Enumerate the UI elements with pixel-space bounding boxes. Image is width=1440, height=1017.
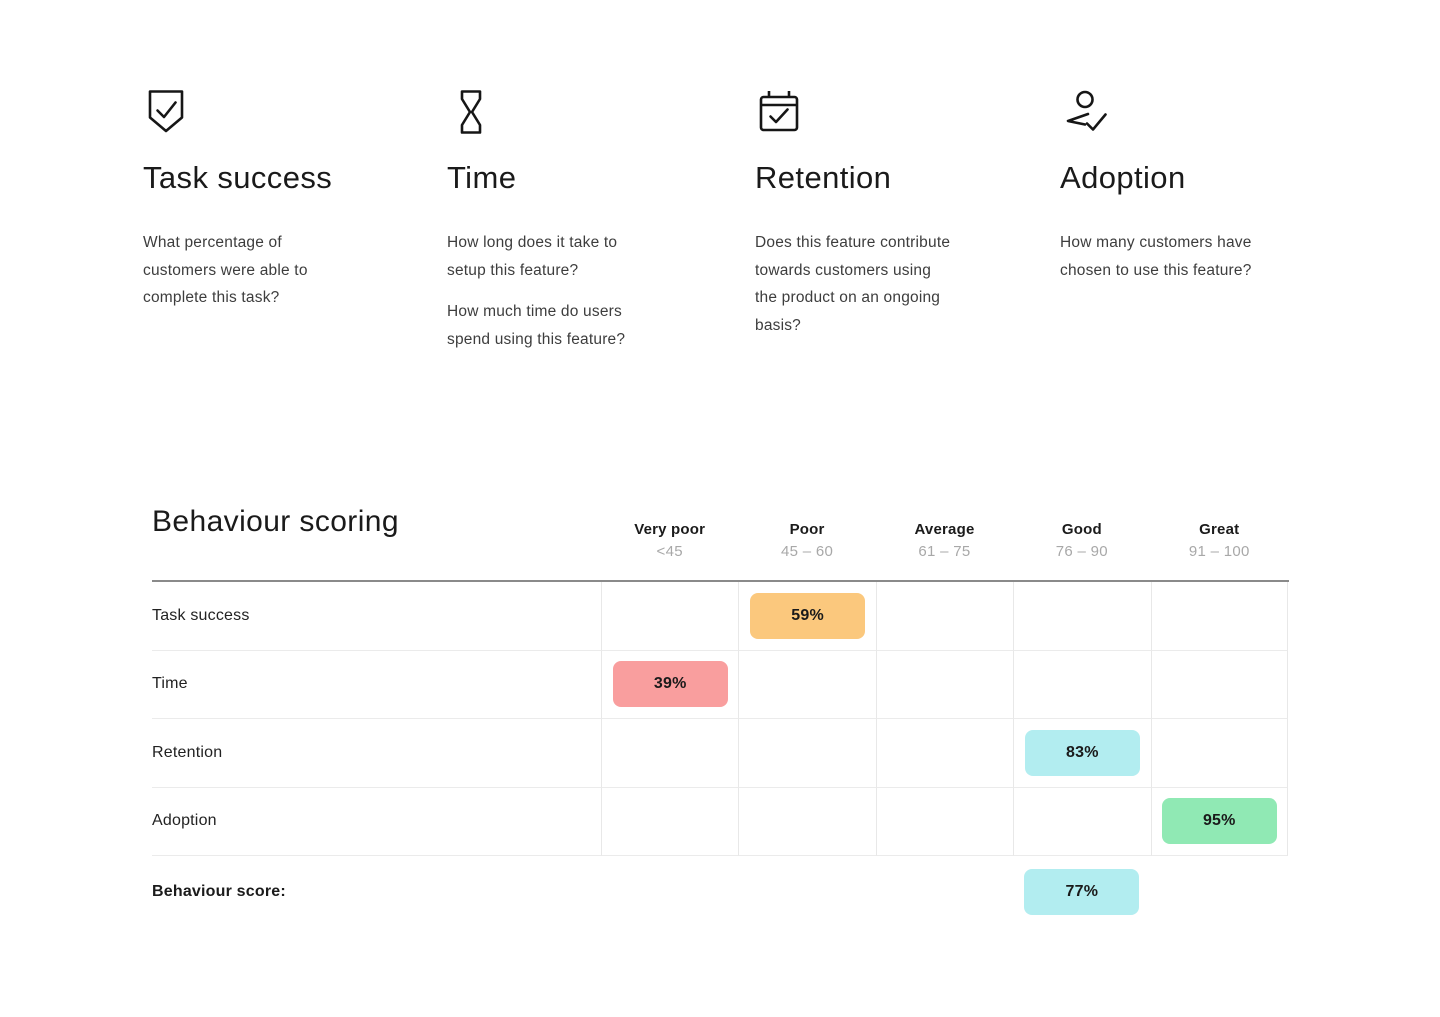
column-range: 91 – 100: [1188, 543, 1250, 560]
scoring-table: Task success 59% Time 39% Retention 83% …: [152, 580, 1289, 856]
metric-title: Retention: [755, 160, 892, 195]
score-cell: [875, 650, 1014, 719]
score-cell: [875, 787, 1014, 856]
column-label: Good: [1061, 521, 1102, 538]
column-header-great: Great 91 – 100: [1151, 503, 1288, 560]
column-header-good: Good 76 – 90: [1013, 503, 1150, 560]
score-cell: [601, 582, 739, 651]
score-badge-adoption: 95%: [1161, 798, 1277, 845]
metric-title: Time: [447, 160, 517, 195]
metric-description: How long does it take to setup this feat…: [447, 234, 618, 279]
scoring-header-row: Behaviour scoring Very poor <45 Poor 45 …: [152, 503, 1289, 560]
score-cell: [1013, 582, 1151, 651]
score-cell: 39%: [601, 650, 739, 719]
column-range: <45: [656, 543, 683, 560]
score-badge-time: 39%: [612, 661, 728, 708]
score-cell: [738, 787, 876, 856]
scoring-title: Behaviour scoring: [152, 505, 399, 538]
score-cell: [875, 719, 1014, 788]
metric-card-retention: Retention Does this feature contribute t…: [755, 88, 1040, 339]
score-cell: [1150, 719, 1288, 788]
score-badge-retention: 83%: [1024, 729, 1140, 776]
metric-card-adoption: Adoption How many customers have chosen …: [1060, 88, 1345, 284]
score-cell: [1013, 787, 1151, 856]
column-range: 76 – 90: [1055, 543, 1108, 560]
score-cell: 83%: [1013, 719, 1151, 788]
score-cell: [1013, 650, 1151, 719]
score-cell: [875, 582, 1014, 651]
row-label-time: Time: [152, 651, 601, 719]
score-cell: [1150, 582, 1288, 651]
column-range: 61 – 75: [918, 543, 971, 560]
column-label: Very poor: [634, 521, 706, 538]
row-label-task-success: Task success: [152, 582, 601, 651]
behaviour-score-label: Behaviour score:: [152, 883, 286, 900]
column-range: 45 – 60: [781, 543, 834, 560]
calendar-check-icon: [755, 88, 1040, 136]
score-cell: 59%: [738, 582, 876, 651]
metric-title: Adoption: [1060, 160, 1186, 195]
score-cell: [601, 719, 739, 788]
metric-card-time: Time How long does it take to setup this…: [447, 88, 732, 353]
hourglass-icon: [447, 88, 732, 136]
score-cell: [601, 787, 739, 856]
behaviour-score-row: Behaviour score: 77%: [152, 856, 1289, 928]
metric-card-task-success: Task success What percentage of customer…: [143, 88, 428, 312]
behaviour-scoring-section: Behaviour scoring Very poor <45 Poor 45 …: [152, 503, 1289, 928]
behaviour-score-badge: 77%: [1024, 869, 1140, 915]
column-label: Great: [1199, 521, 1240, 538]
row-label-adoption: Adoption: [152, 788, 601, 856]
metric-description: What percentage of customers were able t…: [143, 234, 308, 306]
column-header-very-poor: Very poor <45: [601, 503, 738, 560]
column-header-poor: Poor 45 – 60: [738, 503, 875, 560]
score-cell: [1150, 650, 1288, 719]
column-label: Poor: [789, 521, 825, 538]
column-label: Average: [914, 521, 975, 538]
score-cell: [738, 650, 876, 719]
shield-check-icon: [143, 88, 428, 136]
metric-description: Does this feature contribute towards cus…: [755, 234, 951, 334]
metrics-section: Task success What percentage of customer…: [143, 88, 1303, 388]
score-cell: [738, 719, 876, 788]
score-cell: 95%: [1150, 787, 1288, 856]
metric-description: How many customers have chosen to use th…: [1060, 234, 1252, 279]
row-label-retention: Retention: [152, 719, 601, 788]
column-header-average: Average 61 – 75: [876, 503, 1013, 560]
score-badge-task-success: 59%: [750, 592, 866, 639]
person-check-icon: [1060, 88, 1345, 136]
metric-description: How much time do users spend using this …: [447, 303, 626, 348]
metric-title: Task success: [143, 160, 333, 195]
